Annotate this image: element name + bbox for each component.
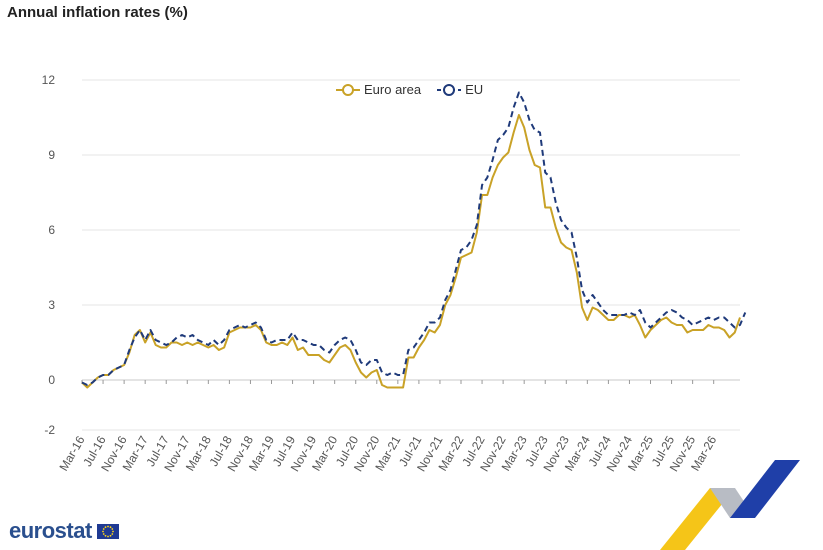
x-tick-label: Mar-16	[56, 433, 87, 473]
euro-area-line-marker-icon	[336, 83, 360, 96]
y-tick-label: 3	[48, 298, 55, 312]
legend: Euro area EU	[336, 82, 483, 97]
logo-text: eurostat	[9, 518, 92, 543]
y-tick-label: 9	[48, 148, 55, 162]
legend-item-euro-area[interactable]: Euro area	[336, 82, 421, 97]
eurostat-brand-ribbon-icon	[660, 460, 800, 550]
eu-dashed-line-marker-icon	[437, 83, 462, 96]
y-axis-labels: -2 0 3 6 9 12	[42, 73, 56, 437]
series-line-eu[interactable]	[81, 91, 747, 386]
chart-title: Annual inflation rates (%)	[7, 4, 188, 21]
y-tick-label: 6	[48, 223, 55, 237]
eurostat-logo: eurostat	[9, 518, 119, 544]
grid	[82, 79, 740, 431]
y-tick-label: -2	[44, 423, 55, 437]
y-tick-label: 12	[42, 73, 56, 87]
legend-label-euro-area: Euro area	[364, 82, 422, 97]
series-line-euro-area[interactable]	[81, 114, 741, 389]
y-tick-label: 0	[48, 373, 55, 387]
legend-label-eu: EU	[465, 82, 484, 97]
legend-item-eu[interactable]: EU	[437, 82, 483, 97]
x-axis: Mar-16Jul-16Nov-16Mar-17Jul-17Nov-17Mar-…	[56, 380, 719, 474]
eu-flag-icon	[96, 523, 119, 539]
series	[81, 91, 747, 389]
